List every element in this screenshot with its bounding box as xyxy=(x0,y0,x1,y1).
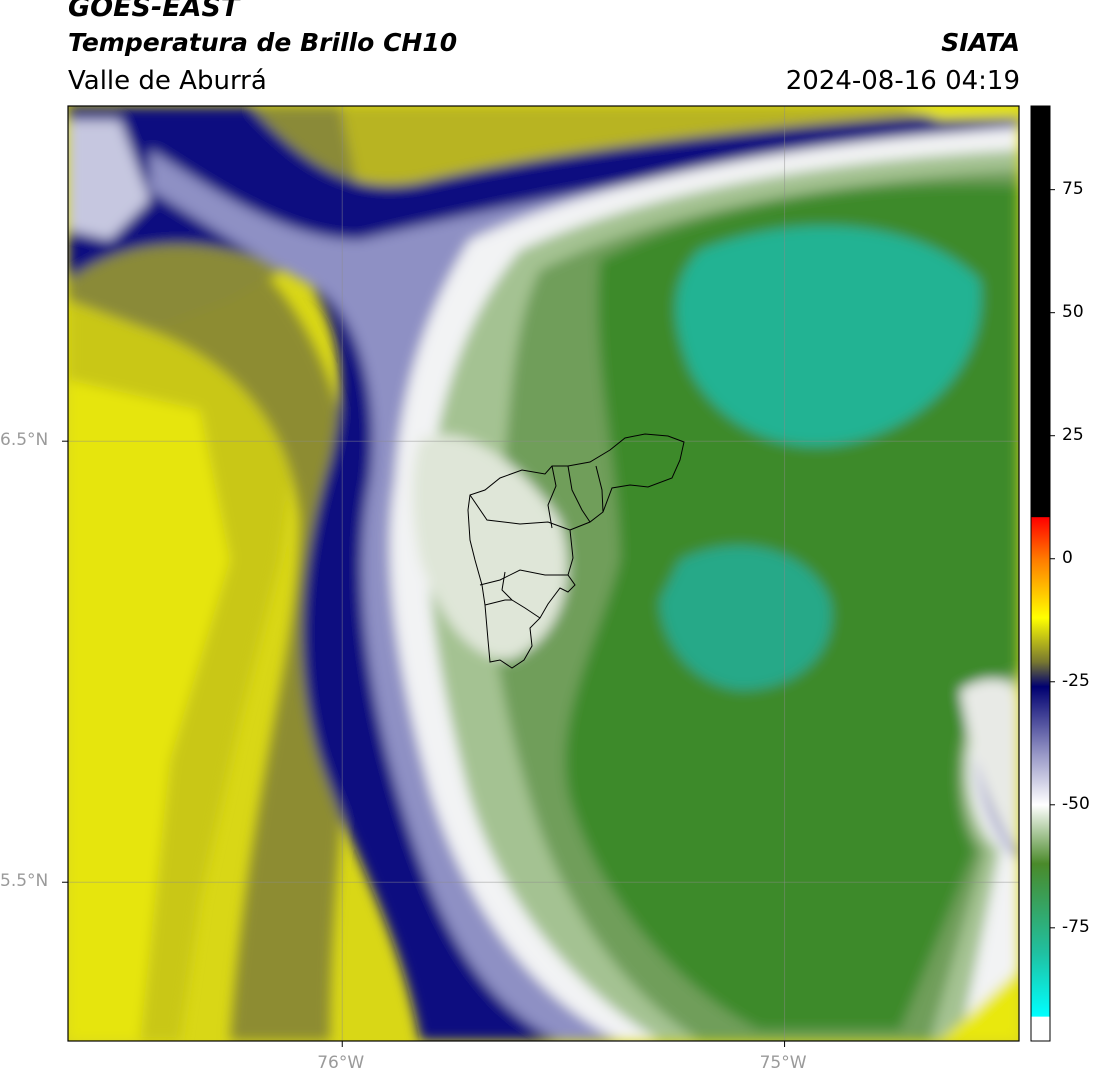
field-olive-band xyxy=(150,260,360,1041)
field-pale-valley xyxy=(412,434,568,660)
municipality-line-3 xyxy=(469,494,571,531)
field-teal-north xyxy=(676,226,982,447)
municipality-line-1 xyxy=(547,465,557,529)
colorbar-tick-label: 50 xyxy=(1062,301,1084,322)
colorbar-tick-label: 75 xyxy=(1062,178,1084,199)
field-yellow-bright-west xyxy=(68,380,230,1041)
field-yellow-northeast xyxy=(900,106,1019,120)
axis-tick-marks xyxy=(62,440,786,1047)
municipality-line-2 xyxy=(567,465,591,523)
colorbar-tick-label: 0 xyxy=(1062,547,1073,568)
lat-tick-label: 6.5°N xyxy=(0,430,49,451)
colorbar-tick-marks xyxy=(1050,189,1055,929)
field-white-southeast xyxy=(960,679,1019,850)
lon-tick-label: 76°W xyxy=(317,1053,365,1073)
municipality-boundaries xyxy=(467,433,685,669)
colorbar-frame xyxy=(1030,105,1051,1042)
brightness-temperature-field xyxy=(68,106,1019,1041)
region-subtitle: Valle de Aburrá xyxy=(68,66,267,96)
product-title: Temperatura de Brillo CH10 xyxy=(68,28,458,57)
field-yellow-southeast xyxy=(940,970,1019,1041)
colorbar-tick-label: 25 xyxy=(1062,424,1084,445)
colorbar-bar xyxy=(1031,106,1050,1041)
colorbar-tick-label: -50 xyxy=(1062,793,1090,814)
field-lavender-northwest xyxy=(68,120,150,240)
field-teal-center xyxy=(660,545,832,690)
agency-label: SIATA xyxy=(941,28,1020,57)
municipality-line-6 xyxy=(484,599,512,606)
lon-tick-label: 75°W xyxy=(759,1053,807,1073)
lat-tick-label: 5.5°N xyxy=(0,871,49,892)
datetime-label: 2024-08-16 04:19 xyxy=(785,66,1020,96)
map-gridlines xyxy=(68,106,1019,1041)
municipality-line-4 xyxy=(479,569,568,586)
municipality-line-7 xyxy=(595,465,604,513)
colorbar-tick-label: -75 xyxy=(1062,916,1090,937)
map-frame xyxy=(67,105,1020,1042)
colorbar-tick-label: -25 xyxy=(1062,670,1090,691)
aburra-valley-outline xyxy=(467,433,685,669)
satellite-title: GOES-EAST xyxy=(68,0,240,23)
